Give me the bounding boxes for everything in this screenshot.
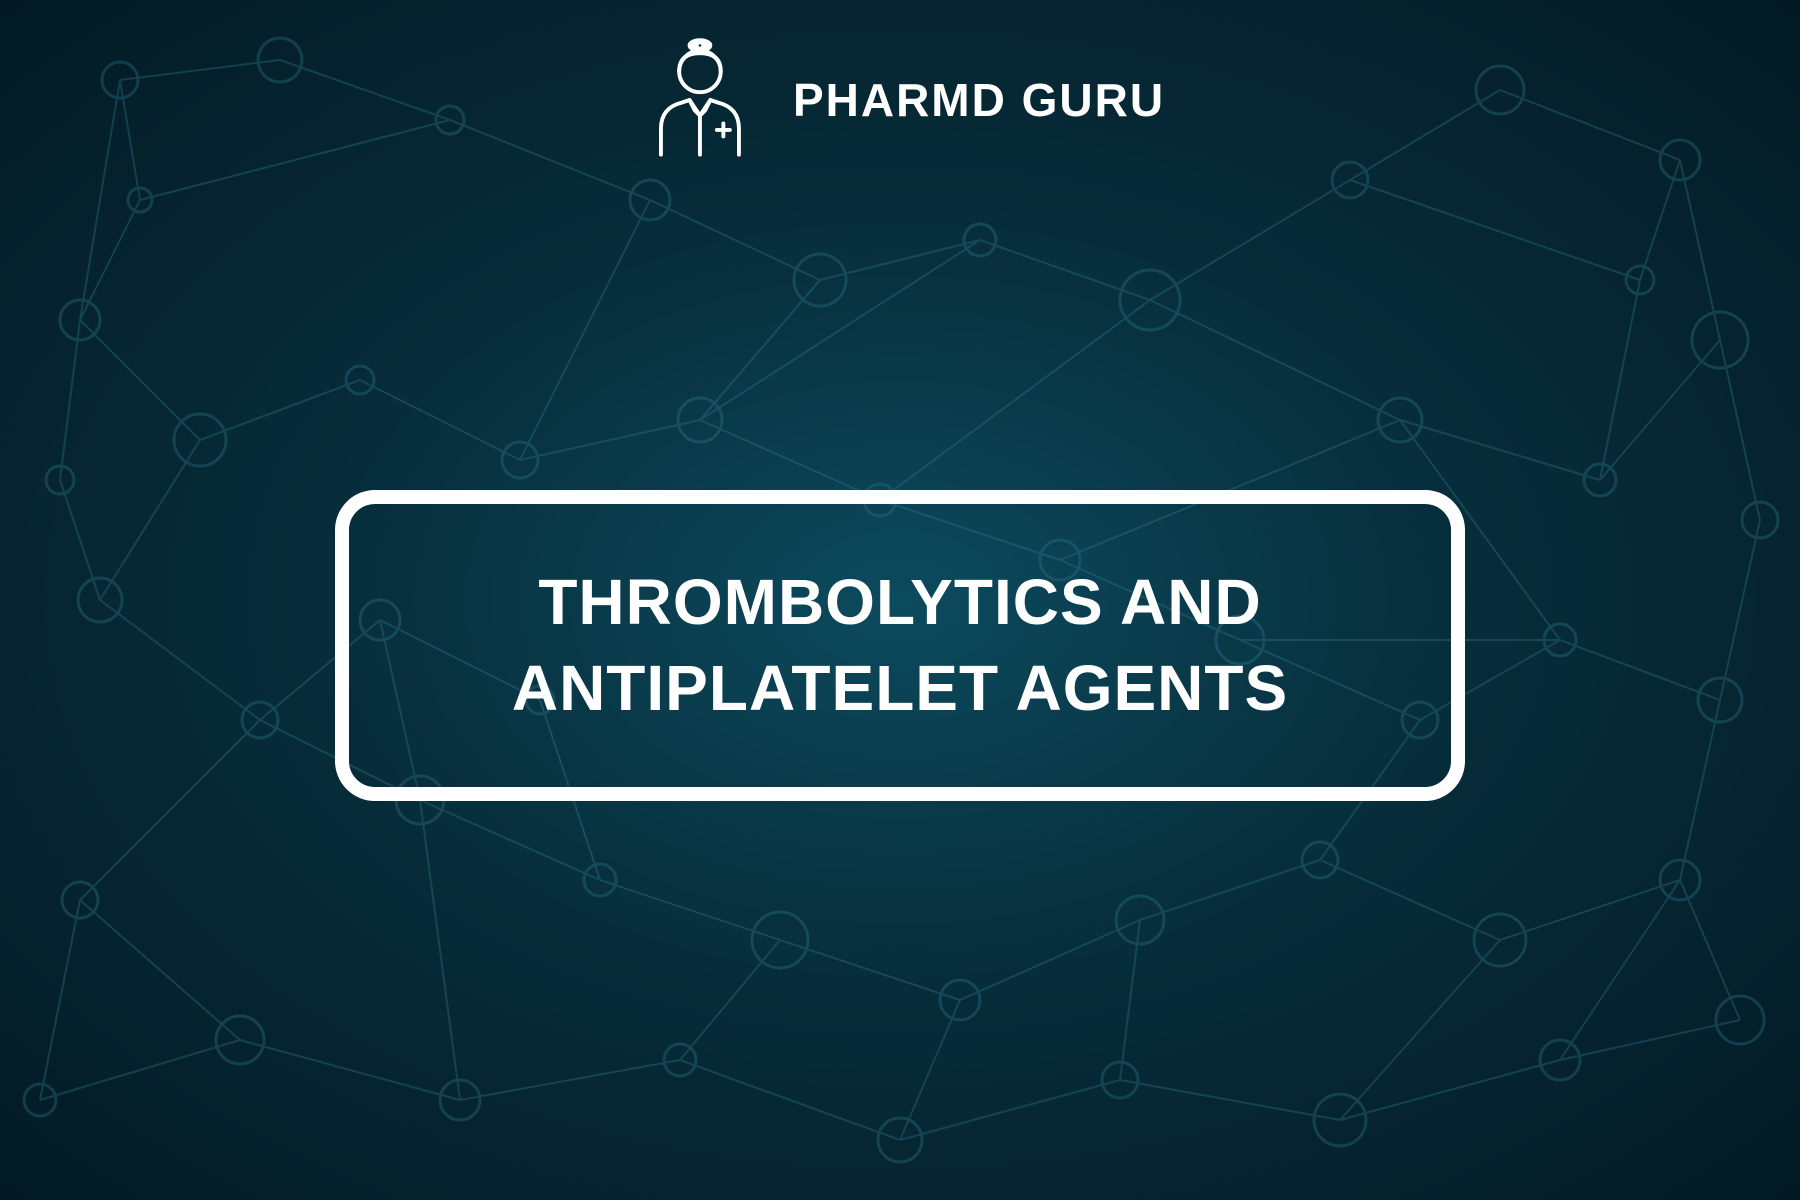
brand-name: PHARMD GURU	[793, 73, 1165, 127]
header: PHARMD GURU	[635, 35, 1165, 165]
title-box: THROMBOLYTICS AND ANTIPLATELET AGENTS	[335, 490, 1465, 801]
title-text: THROMBOLYTICS AND ANTIPLATELET AGENTS	[409, 559, 1391, 732]
title-line-1: THROMBOLYTICS AND	[538, 566, 1261, 638]
title-line-2: ANTIPLATELET AGENTS	[512, 652, 1288, 724]
doctor-logo-icon	[635, 35, 765, 165]
